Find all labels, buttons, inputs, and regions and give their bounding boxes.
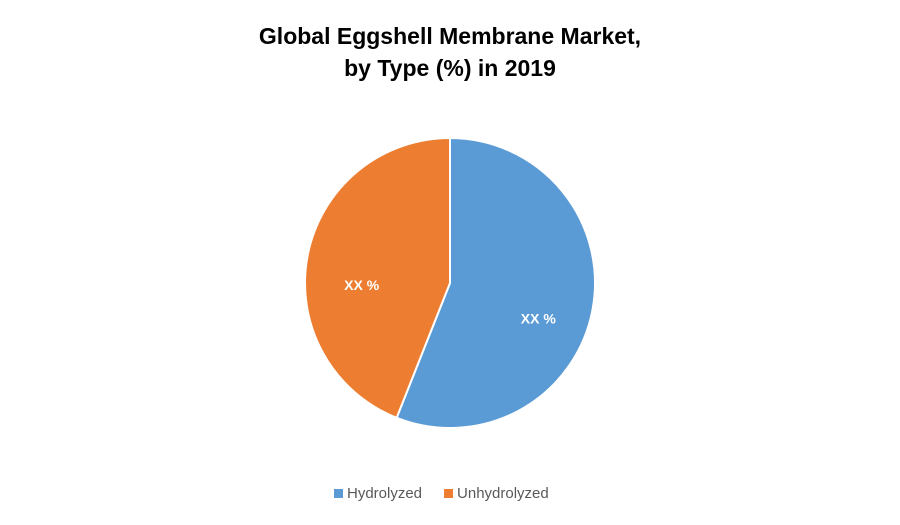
legend-label: Unhydrolyzed (457, 485, 549, 502)
pie-slice (395, 136, 596, 429)
chart-title: Global Eggshell Membrane Market, (259, 23, 641, 49)
data-label: XX % (344, 277, 380, 293)
data-label: XX % (521, 311, 557, 327)
legend-swatch (444, 489, 454, 498)
chart-title: by Type (%) in 2019 (344, 55, 556, 81)
legend-label: Hydrolyzed (347, 485, 422, 502)
legend-swatch (334, 489, 343, 498)
pie-slice (304, 136, 451, 420)
